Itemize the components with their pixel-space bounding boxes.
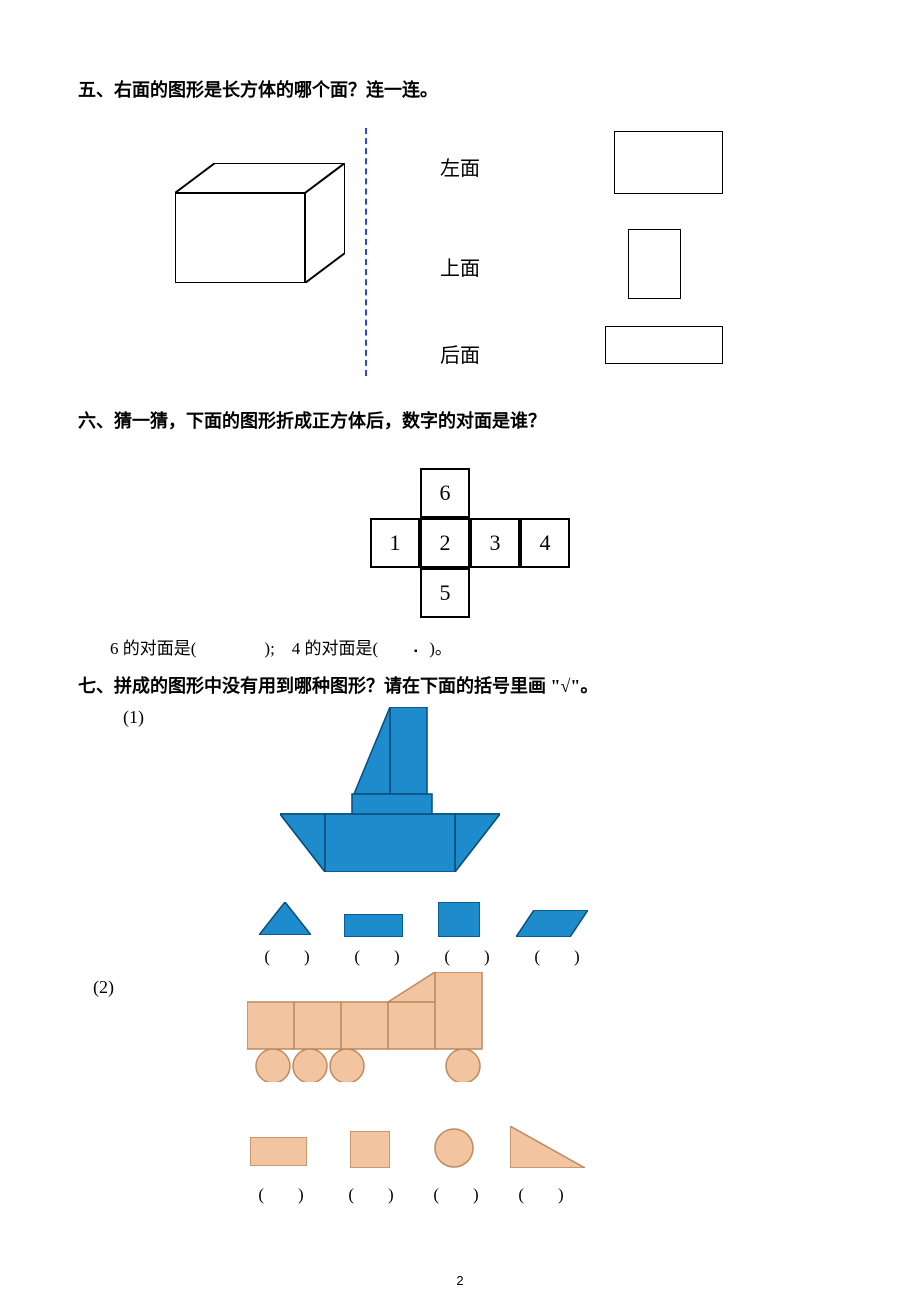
q6-fill-text[interactable]: 6 的对面是( ); 4 的对面是( )。 [110,634,452,659]
q7-heading: 七、拼成的图形中没有用到哪种图形？请在下面的括号里画 "√"。 [78,672,598,698]
q5-divider [365,128,367,376]
q7-opt2-square [350,1131,390,1168]
q7-parens-1[interactable]: ( ) ( ) ( ) ( ) [242,942,602,967]
q5-heading: 五、右面的图形是长方体的哪个面？连一连。 [78,76,438,102]
cube-cell-1: 1 [370,518,420,568]
q7-truck [247,972,497,1082]
q7-opt1-parallelogram [516,910,588,937]
q6-small-mark: ▪ [414,646,418,657]
q7-boat [280,707,500,872]
q5-rect-1 [614,131,723,194]
q5-rect-2 [628,229,681,299]
q5-label-back: 后面 [440,339,480,368]
q7-opt2-rect [250,1137,307,1166]
page-number: 2 [456,1273,463,1288]
q5-rect-3 [605,326,723,364]
q7-opt2-circle [434,1128,474,1168]
paren[interactable]: ( ) [242,942,332,967]
q5-label-left: 左面 [440,152,480,181]
paren[interactable]: ( ) [332,942,422,967]
q7-opt1-rect [344,914,403,937]
q5-label-top: 上面 [440,252,480,281]
q7-opt1-square [438,902,480,937]
paren[interactable]: ( ) [496,1180,586,1205]
q7-opt2-triangle [510,1126,585,1168]
paren[interactable]: ( ) [236,1180,326,1205]
q6-heading: 六、猜一猜，下面的图形折成正方体后，数字的对面是谁？ [78,407,546,433]
paren[interactable]: ( ) [422,942,512,967]
cuboid-shape [175,163,345,283]
cube-cell-6: 6 [420,468,470,518]
cube-cell-4: 4 [520,518,570,568]
cube-cell-2: 2 [420,518,470,568]
cube-cell-3: 3 [470,518,520,568]
paren[interactable]: ( ) [416,1180,496,1205]
paren[interactable]: ( ) [326,1180,416,1205]
cube-cell-5: 5 [420,568,470,618]
paren[interactable]: ( ) [512,942,602,967]
q7-parens-2[interactable]: ( ) ( ) ( ) ( ) [236,1180,586,1205]
q7-sub1: (1) [123,707,144,728]
q7-opt1-triangle [259,902,311,935]
q7-sub2: (2) [93,977,114,998]
